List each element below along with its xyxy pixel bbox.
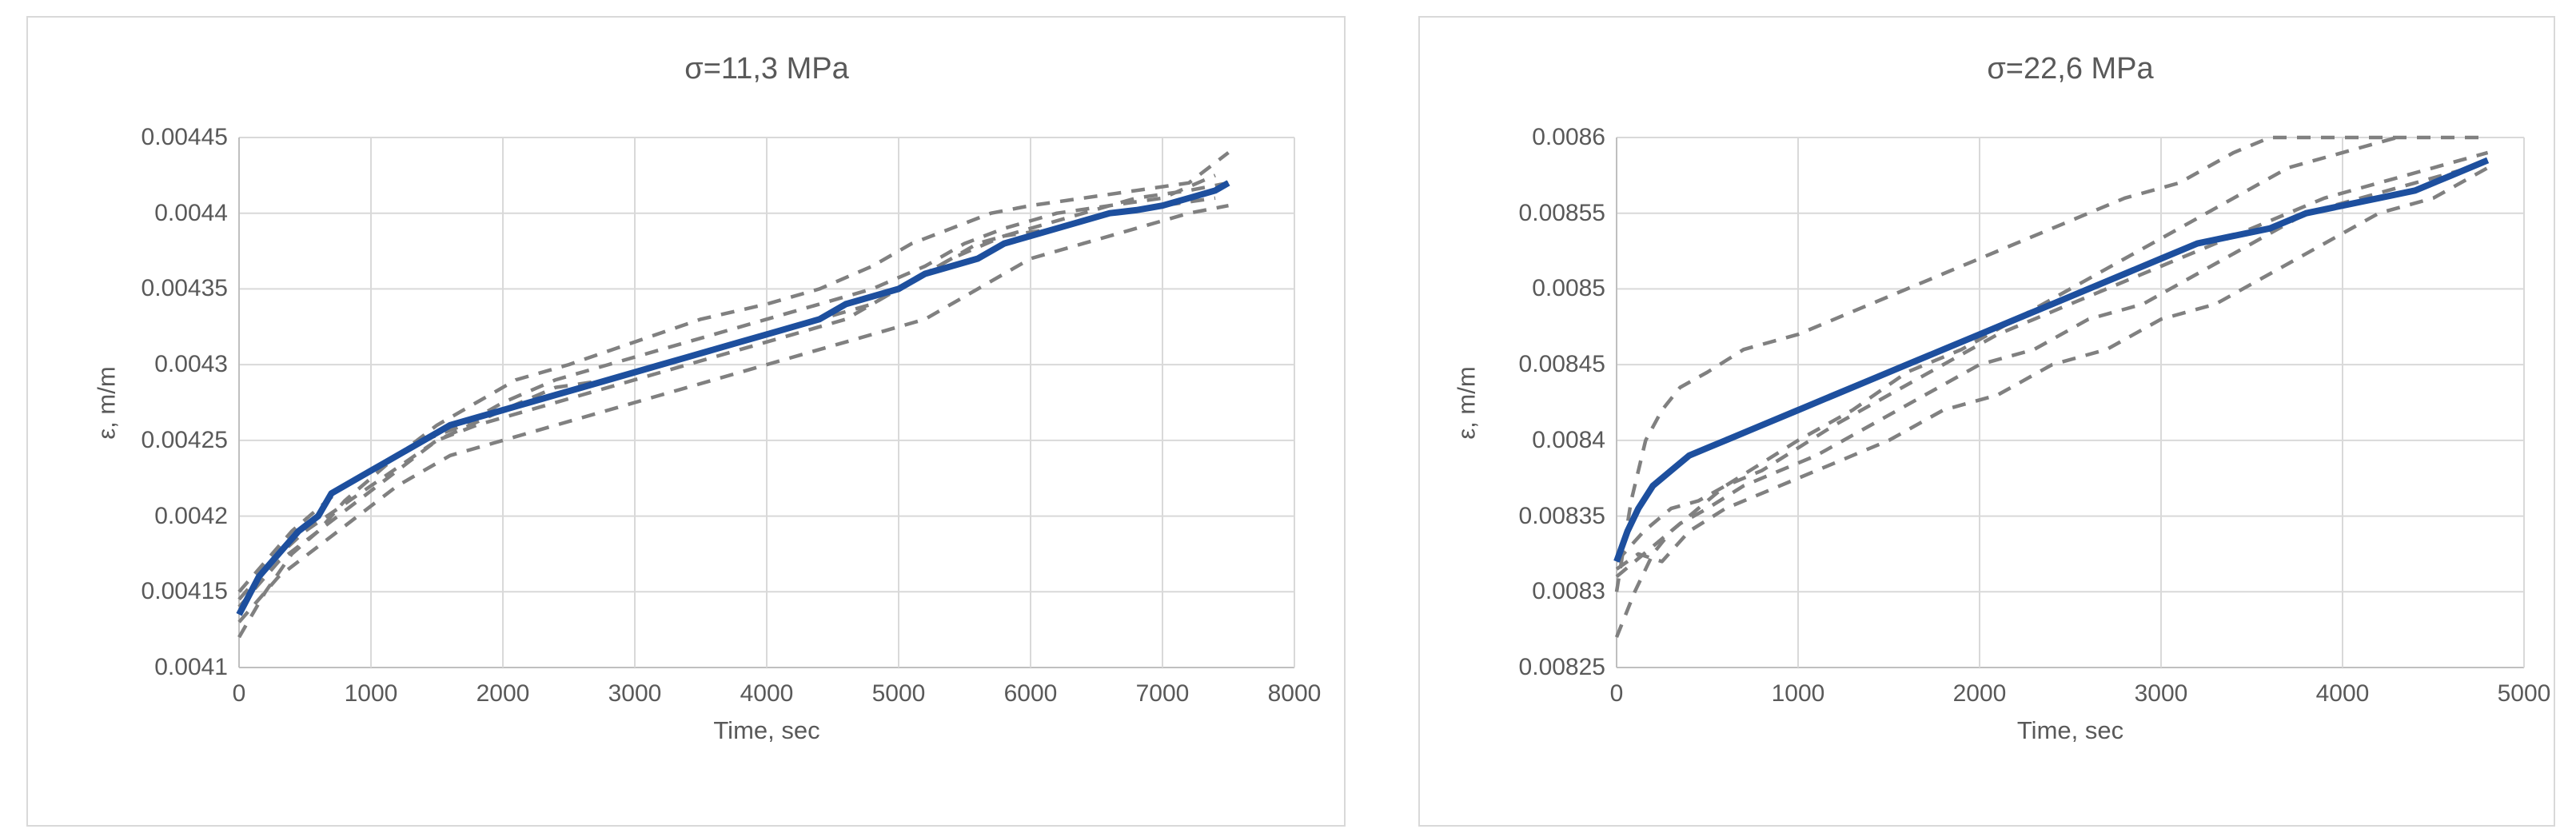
specimen-series-line [1615,150,2489,563]
specimen-series-line [1614,135,2398,638]
y-tick-label: 0.0083 [1532,578,1605,605]
x-tick-label: 4000 [740,680,794,707]
specimen-series-line [1615,165,2489,571]
x-tick-label: 1000 [1771,680,1825,707]
y-tick-label: 0.00825 [1518,654,1605,680]
y-tick-label: 0.0084 [1532,426,1605,453]
x-tick-label: 2000 [1952,680,2007,707]
x-tick-label: 7000 [1135,680,1190,707]
chart-plot-area [1613,135,2525,668]
y-tick-label: 0.00415 [141,578,228,605]
y-tick-label: 0.0044 [154,199,228,226]
x-tick-label: 6000 [1003,680,1058,707]
y-tick-label: 0.0042 [154,502,228,529]
chart-panel-sigma-22-6-mpa: σ=22,6 MPa ε, m/m Time, sec 0.00825 0.008… [1418,16,2555,827]
x-axis-title: Time, sec [2016,716,2124,744]
y-tick-label: 0.00445 [141,124,228,150]
x-tick-label: 4000 [2315,680,2370,707]
chart-panel-sigma-11-3-mpa: σ=11,3 MPa ε, m/m Time, sec 0.0041 0.0041… [26,16,1346,827]
x-tick-label: 5000 [2497,680,2551,707]
x-tick-label: 3000 [2134,680,2188,707]
x-tick-label: 1000 [344,680,398,707]
y-tick-label: 0.0041 [154,654,228,680]
x-tick-label: 2000 [476,680,530,707]
mean-series-line [1613,157,2490,563]
chart-title: σ=11,3 MPa [684,52,849,86]
x-tick-label: 3000 [608,680,662,707]
x-tick-label: 8000 [1267,680,1322,707]
y-tick-label: 0.00435 [141,275,228,302]
y-tick-label: 0.00855 [1518,199,1605,226]
y-tick-label: 0.0086 [1532,124,1605,150]
y-tick-label: 0.0043 [154,351,228,378]
x-tick-label: 0 [232,680,246,707]
x-axis-title: Time, sec [713,716,820,744]
y-tick-label: 0.00835 [1518,502,1605,529]
y-tick-label: 0.0085 [1532,275,1605,302]
mean-series-line [236,180,1230,616]
y-tick-label: 0.00845 [1518,351,1605,378]
specimen-series-line [237,173,1216,593]
chart-plot-area [236,137,1295,668]
specimen-series-line [237,151,1230,639]
y-tick-label: 0.00425 [141,426,228,453]
specimen-series-line [237,203,1229,624]
specimen-series-line [237,196,1216,608]
specimen-series-line [1614,135,2488,592]
x-tick-label: 5000 [871,680,926,707]
x-tick-label: 0 [1609,680,1624,707]
chart-title: σ=22,6 MPa [1987,52,2154,86]
